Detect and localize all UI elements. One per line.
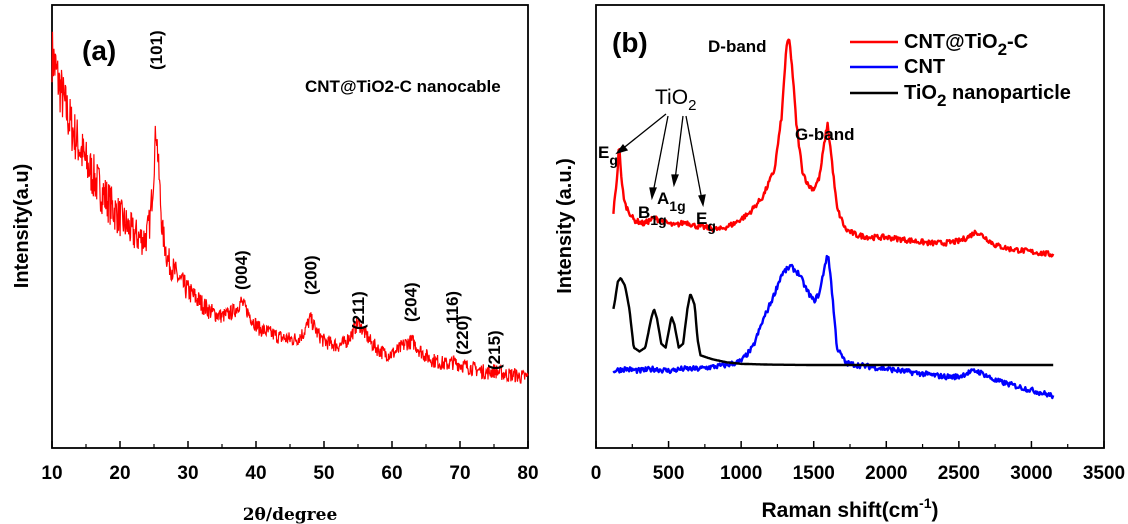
panel-a-tick-label: 10	[41, 463, 62, 484]
raman-series-line	[612, 38, 1055, 258]
legend-subscript: 2	[937, 91, 946, 110]
x-label-text: Raman shift	[762, 499, 882, 522]
peak-label: (215)	[485, 330, 504, 370]
panel-a-xrd-trace	[51, 31, 529, 384]
raman-series-line	[612, 277, 1054, 367]
panel-a-tick-label: 40	[245, 463, 266, 484]
panel-b-tick-label: 1500	[793, 463, 835, 484]
panel-a-tick-label: 70	[449, 463, 470, 484]
panel-b-raman-traces	[612, 38, 1055, 400]
b1g-text: B	[638, 203, 650, 222]
g-band-label: G-band	[795, 125, 855, 144]
arrow-eg-left	[620, 113, 667, 151]
b1g-subscript: 1g	[650, 212, 666, 228]
panel-a-tick-label: 20	[109, 463, 130, 484]
eg-right-text: E	[696, 209, 707, 228]
panel-a-tick-label: 50	[313, 463, 334, 484]
peak-label: (101)	[147, 30, 166, 70]
raman-series-line	[612, 254, 1055, 400]
panel-b-x-axis-label: Raman shift(cm-1)	[762, 495, 939, 522]
x-label-close: )	[932, 499, 939, 522]
tio2-subscript: 2	[688, 97, 696, 114]
legend-entry: TiO2 nanoparticle	[904, 82, 1071, 110]
panel-a-peak-labels: (101) (004) (200) (211) (204) 116)(220) (215)	[147, 30, 504, 370]
eg-left-text: E	[598, 143, 609, 162]
legend-suffix: nanoparticle	[946, 82, 1070, 104]
panel-b-tick-label: 2500	[938, 463, 980, 484]
arrow-eg-right	[685, 115, 703, 201]
panel-b-tick-label: 3500	[1083, 463, 1125, 484]
panel-b-tick-label: 500	[653, 463, 685, 484]
x-label-exponent: -1	[919, 495, 932, 511]
peak-label: (204)	[401, 282, 420, 322]
panel-b-tick-label: 3000	[1010, 463, 1052, 484]
legend-text: TiO	[904, 82, 937, 104]
eg-right-subscript: g	[707, 218, 716, 234]
panel-b-y-axis-label: Intensity (a.u.)	[554, 158, 576, 294]
arrow-a1g-head	[671, 174, 679, 188]
legend-entry: CNT@TiO2-C	[904, 31, 1028, 59]
panel-b-label: (b)	[612, 27, 648, 58]
peak-label: 116)	[443, 291, 462, 324]
peak-label: (200)	[301, 255, 320, 295]
arrow-eg-right-head	[698, 194, 706, 208]
panel-b-x-ticks: 0 500 1000 1500 2000 2500 3000 3500	[591, 441, 1125, 484]
tio2-label: TiO2	[655, 86, 696, 114]
arrow-eg-left-head	[615, 143, 629, 155]
arrow-a1g	[674, 115, 684, 181]
a1g-subscript: 1g	[669, 198, 685, 214]
eg-left-label: Eg	[598, 143, 618, 168]
panel-b-tick-label: 1000	[720, 463, 762, 484]
panel-a-annotation: CNT@TiO2-C nanocable	[305, 77, 501, 96]
eg-right-label: Eg	[696, 209, 716, 234]
peak-label: (220)	[453, 315, 472, 355]
panel-a-label: (a)	[82, 35, 116, 66]
panel-a-x-axis-label: 2θ/degree	[243, 505, 338, 524]
legend-text: CNT@TiO	[904, 31, 998, 53]
peak-label: (211)	[349, 291, 368, 330]
panel-a-y-axis-label: Intensity(a.u)	[11, 164, 33, 288]
arrow-b1g-head	[649, 187, 657, 201]
panel-b-tick-label: 2000	[865, 463, 907, 484]
legend-subscript: 2	[998, 40, 1007, 59]
x-label-unit: (cm	[882, 499, 919, 522]
tio2-arrows	[615, 113, 706, 208]
peak-label: (004)	[232, 250, 251, 290]
panel-a-tick-label: 60	[381, 463, 402, 484]
d-band-label: D-band	[708, 37, 767, 56]
panel-a-x-ticks: 10 20 30 40 50 60 70 80	[41, 441, 539, 484]
b1g-label: B1g	[638, 203, 667, 228]
tio2-text: TiO	[655, 86, 688, 109]
eg-left-subscript: g	[609, 152, 618, 168]
panel-a-tick-label: 80	[517, 463, 538, 484]
a1g-label: A1g	[657, 189, 686, 214]
legend-text: CNT	[904, 56, 945, 78]
panel-b-tick-label: 0	[591, 463, 602, 484]
panel-a-tick-label: 30	[177, 463, 198, 484]
a1g-text: A	[657, 189, 669, 208]
arrow-b1g	[652, 115, 669, 194]
legend-suffix: -C	[1007, 31, 1028, 53]
legend-entry: CNT	[904, 56, 945, 78]
